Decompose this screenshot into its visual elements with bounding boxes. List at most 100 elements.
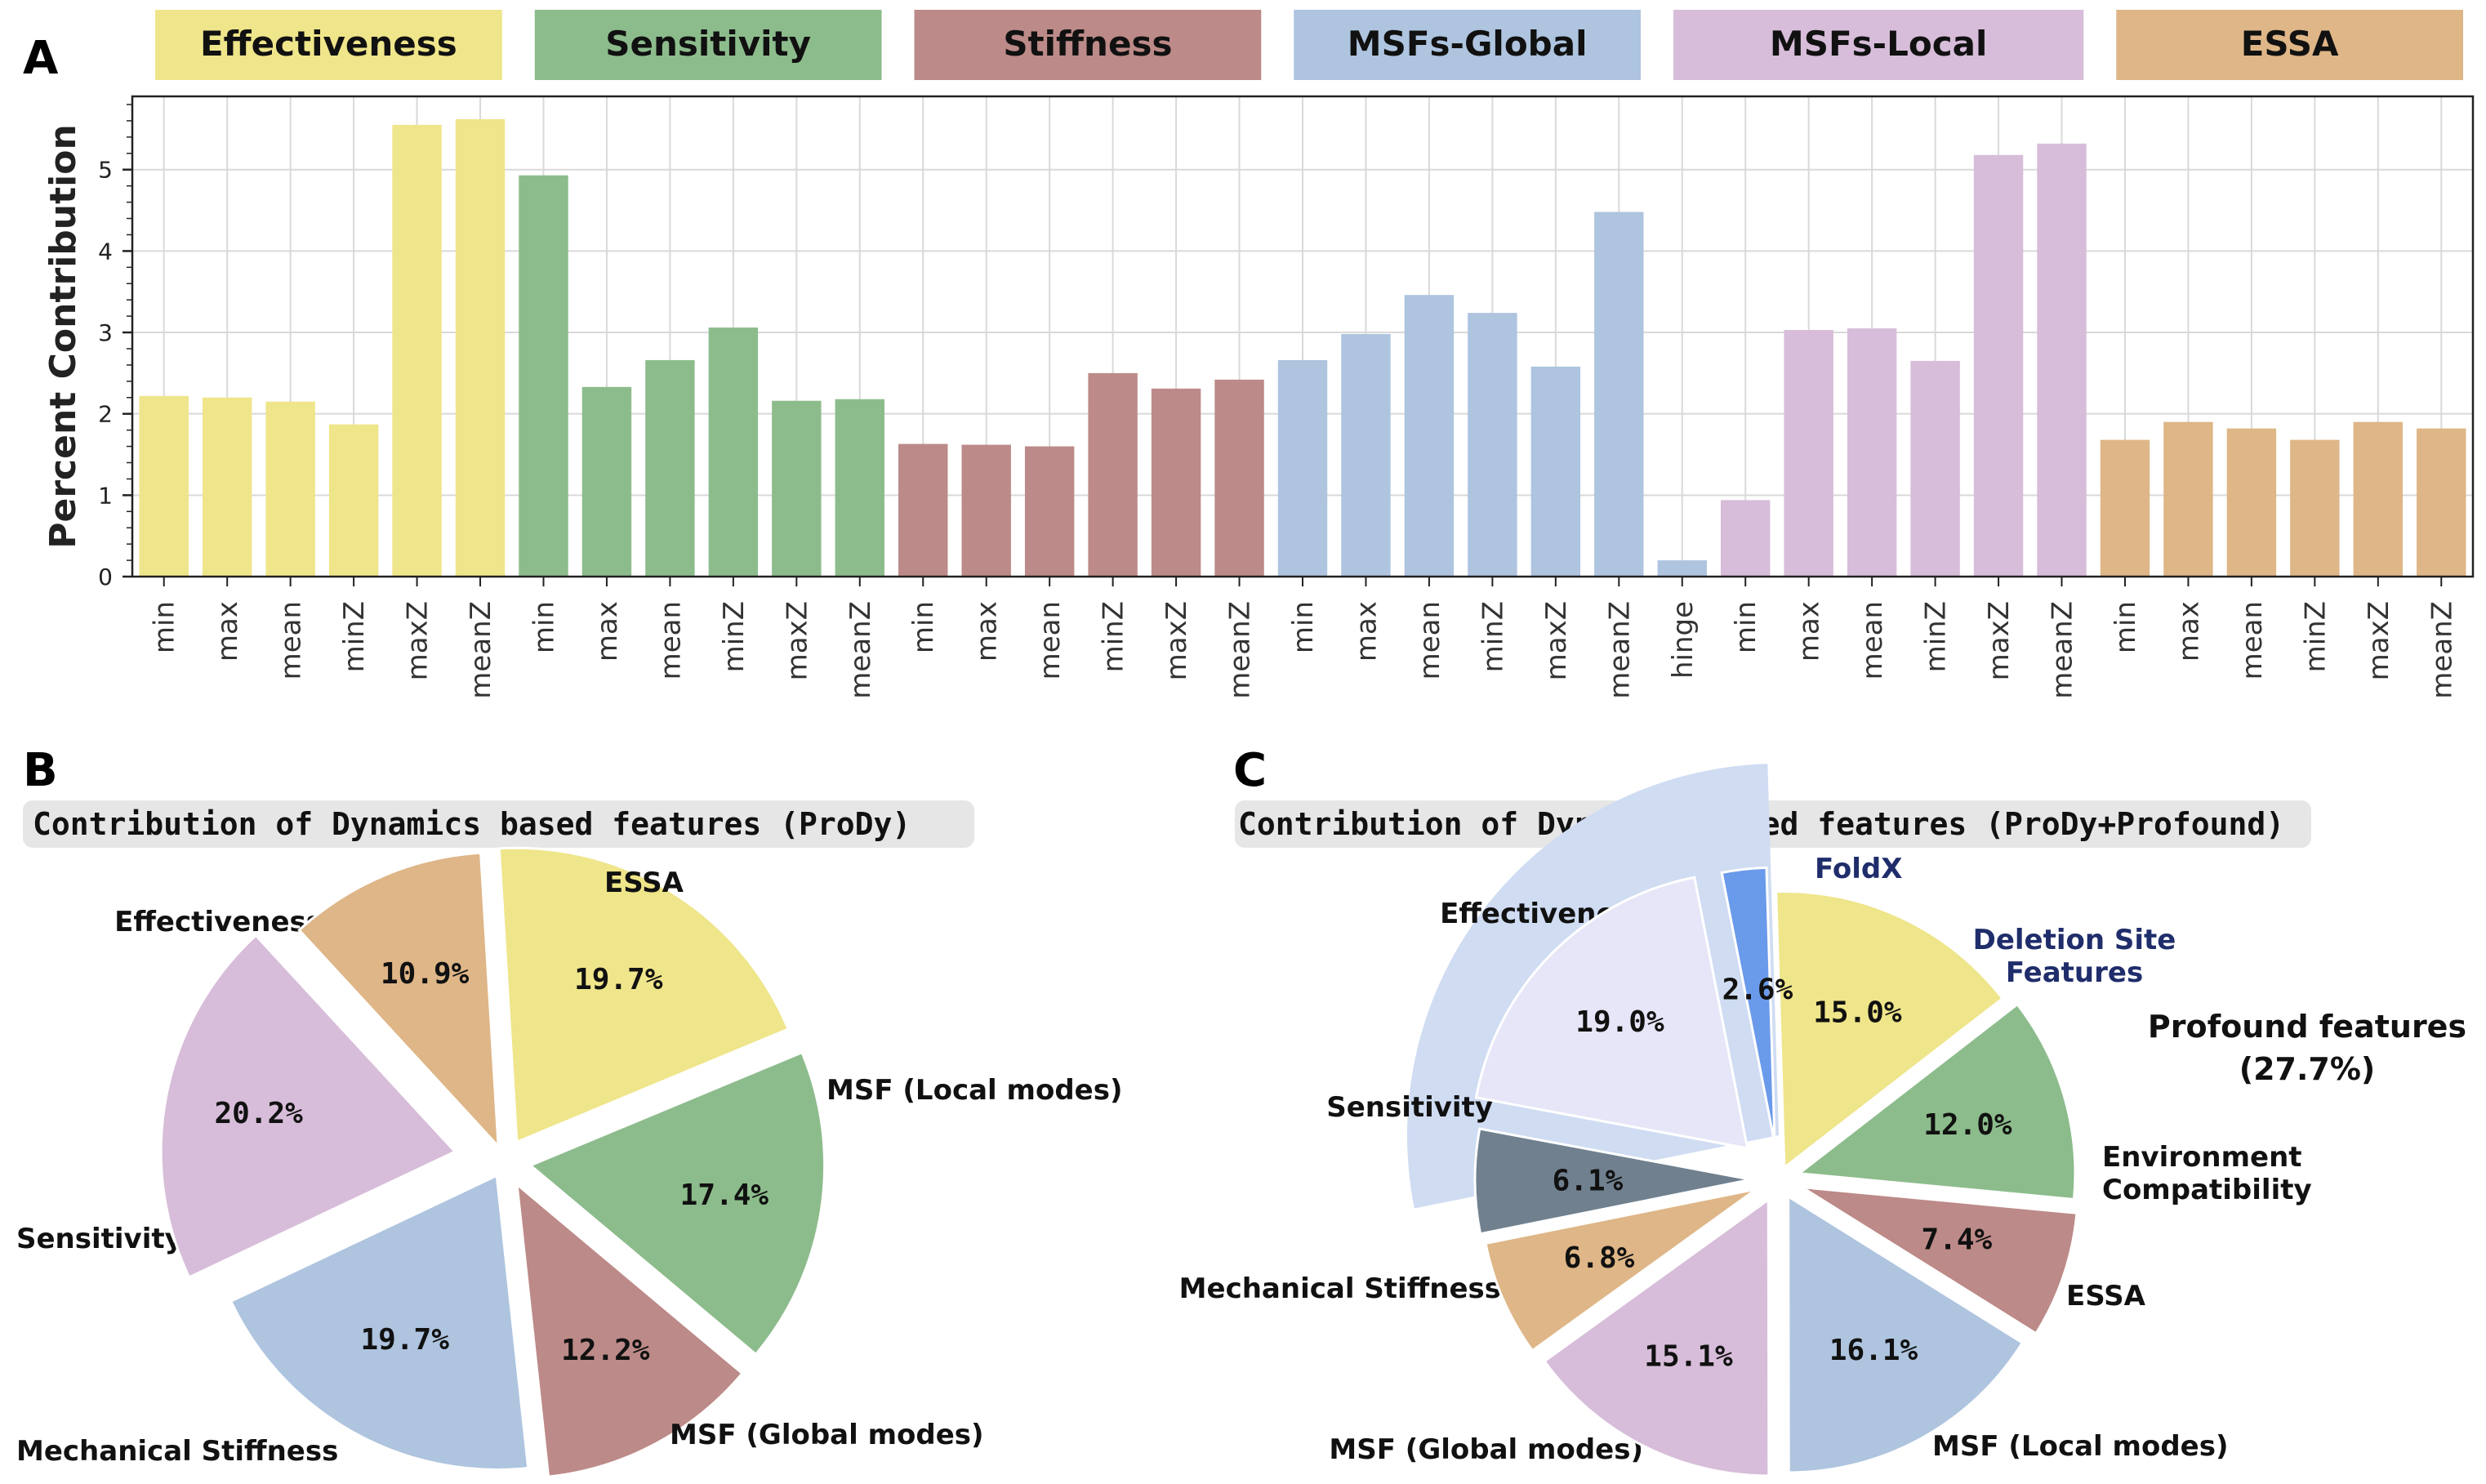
bar-meanZ: [2417, 428, 2466, 577]
x-tick-label: maxZ: [1983, 601, 2016, 680]
pie-slice-name: MSF (Local modes): [1932, 1430, 2229, 1463]
pie-slice-name: MSF (Global modes): [1329, 1433, 1643, 1466]
x-tick-label: max: [212, 601, 244, 662]
pie-slice-percent: 19.7%: [361, 1323, 450, 1357]
y-tick-label: 5: [98, 157, 113, 184]
x-tick-label: mean: [654, 601, 687, 680]
x-tick-label: meanZ: [2047, 601, 2079, 699]
pie-b-title: Contribution of Dynamics based features …: [33, 806, 911, 842]
x-tick-label: hinge: [1667, 601, 1700, 679]
bar-meanZ: [835, 399, 884, 577]
bar-max: [2163, 421, 2213, 577]
bar-maxZ: [2353, 421, 2404, 577]
group-header-box: [1294, 10, 1642, 80]
pie-slice-percent: 10.9%: [381, 957, 470, 991]
bar-minZ: [2290, 439, 2340, 577]
pie-slice-percent: 12.0%: [1923, 1108, 2012, 1142]
bar-meanZ: [1594, 212, 1644, 577]
x-tick-label: meanZ: [2426, 601, 2458, 699]
bar-mean: [265, 401, 315, 577]
pie-slice-name: FoldX: [1815, 853, 1902, 885]
panel-label-b: B: [23, 744, 58, 797]
pie-slice: [1474, 876, 1749, 1150]
y-tick-label: 0: [98, 564, 113, 590]
pie-slice-percent: 2.6%: [1722, 973, 1793, 1006]
group-header-box: [1673, 10, 2084, 80]
x-tick-label: max: [2172, 601, 2205, 662]
pie-slice-name: Sensitivity: [1326, 1091, 1493, 1124]
pie-slice: [1796, 1002, 2077, 1201]
x-tick-label: minZ: [1477, 601, 1509, 672]
x-tick-label: meanZ: [465, 601, 497, 699]
y-axis-label: Percent Contribution: [42, 124, 84, 549]
pie-slice-name: Mechanical Stiffness: [16, 1435, 338, 1468]
x-tick-label: maxZ: [1540, 601, 1573, 680]
x-tick-label: maxZ: [1161, 601, 1193, 680]
x-tick-label: mean: [1856, 601, 1889, 680]
pie-slice-percent: 15.0%: [1813, 996, 1902, 1030]
x-tick-label: min: [907, 601, 940, 653]
x-tick-label: minZ: [2299, 601, 2332, 672]
bar-maxZ: [1973, 154, 2024, 577]
bar-min: [898, 443, 948, 577]
panel-label-c: C: [1233, 744, 1267, 797]
x-tick-label: mean: [1414, 601, 1446, 680]
pie-chart-c: 15.0%Effectiveness12.0%Sensitivity7.4%Me…: [1179, 853, 2312, 1477]
pie-chart-b: 19.7% Effectiveness 17.4% Sensitivity 12.2% M…: [16, 846, 1123, 1478]
profound-features-label: Profound features: [2148, 1009, 2466, 1045]
y-tick-label: 2: [98, 401, 113, 428]
pie-slice: [1473, 1127, 1752, 1236]
x-tick-label: minZ: [338, 601, 371, 672]
bar-minZ: [1910, 360, 1960, 577]
bar-max: [1341, 334, 1391, 577]
bar-maxZ: [1530, 366, 1581, 577]
bar-minZ: [328, 424, 379, 577]
bar-mean: [1847, 328, 1897, 577]
group-header-box: [914, 10, 1262, 80]
pie-slice-name: MSF (Global modes): [670, 1419, 984, 1451]
bar-max: [1784, 330, 1833, 577]
pie-slice-name: Compatibility: [2102, 1174, 2312, 1206]
pie-slice-name: ESSA: [604, 867, 684, 899]
bar-min: [139, 395, 189, 577]
pie-slice-percent: 20.2%: [214, 1097, 303, 1130]
group-header-label: MSFs-Local: [1770, 24, 1987, 64]
pie-slice: [497, 846, 791, 1144]
pie-slice-percent: 12.2%: [561, 1334, 650, 1367]
y-tick-label: 1: [98, 482, 113, 509]
bar-min: [519, 175, 568, 577]
bar-minZ: [1468, 313, 1517, 577]
pie-slice-name: ESSA: [2066, 1280, 2146, 1312]
bar-min: [2100, 439, 2150, 577]
bar-mean: [1024, 446, 1075, 577]
y-tick-label: 4: [98, 238, 113, 265]
pie-slice: [159, 934, 457, 1279]
bar-meanZ: [455, 118, 506, 577]
pie-slice: [1543, 1197, 1771, 1477]
pie-slice: [1484, 1188, 1758, 1353]
pie-slice-name: Deletion Site: [1973, 924, 2176, 956]
group-header-label: MSFs-Global: [1348, 24, 1588, 64]
pie-slice: [229, 1174, 530, 1471]
bar-min: [1277, 359, 1328, 577]
pie-slice-name: MSF (Local modes): [826, 1074, 1123, 1107]
pie-slice-name: Effectiveness: [114, 906, 323, 938]
pie-slice-name: Environment: [2102, 1141, 2302, 1174]
pie-slice: [1720, 866, 1776, 1144]
bar-minZ: [708, 328, 759, 577]
pie-slice-name: Sensitivity: [16, 1223, 183, 1255]
bar-chart-bars: [139, 118, 2466, 577]
bar-mean: [1404, 295, 1455, 577]
group-header-label: ESSA: [2241, 24, 2339, 64]
x-tick-label: max: [1793, 601, 1826, 662]
pie-slice-percent: 7.4%: [1922, 1223, 1993, 1257]
bar-chart-x-ticks: min max mean minZ maxZ meanZ min max mean minZ max…: [149, 577, 2458, 699]
x-tick-label: meanZ: [844, 601, 877, 699]
pie-slice: [1787, 1194, 2025, 1474]
pie-c-title-background: [1235, 800, 2311, 848]
profound-features-percent: (27.7%): [2239, 1051, 2376, 1087]
bar-meanZ: [1214, 379, 1264, 577]
group-header-box: [2116, 10, 2463, 80]
panel-label-a: A: [23, 32, 59, 85]
group-header-row: Effectiveness Sensitivity Stiffness MSFs-Gl…: [155, 10, 2463, 80]
